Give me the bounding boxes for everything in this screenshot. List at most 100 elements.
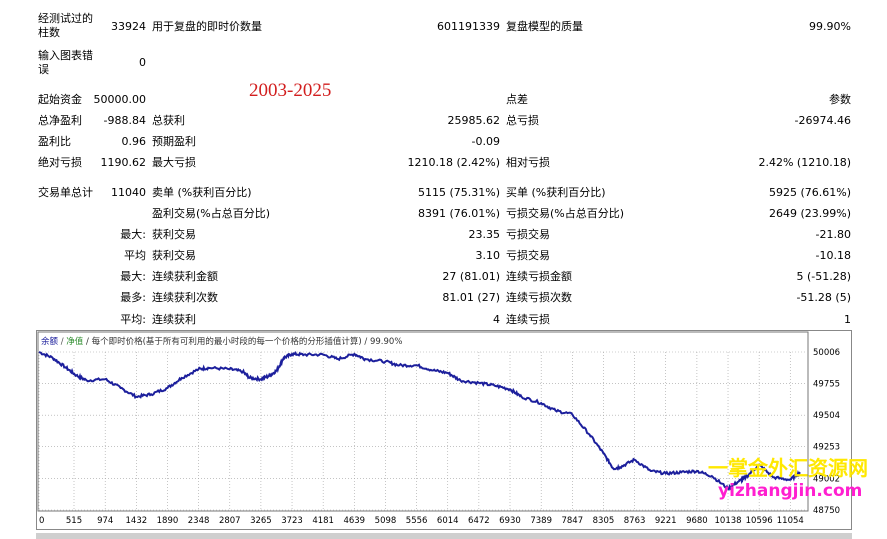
max-consec-wins-label: 连续获利金额 — [152, 270, 218, 283]
average-loss-value: -10.18 — [815, 249, 851, 262]
y-axis-ticks: 50006 49755 49504 49253 49002 48750 — [813, 348, 840, 516]
y-tick-label: 49755 — [813, 380, 840, 390]
profit-factor-value: 0.96 — [121, 135, 147, 148]
x-tick-label: 974 — [97, 516, 113, 526]
gross-loss-value: -26974.46 — [794, 114, 851, 127]
x-tick-label: 9680 — [686, 516, 708, 526]
average-loss-label: 亏损交易 — [506, 249, 550, 262]
rel-drawdown-value: 2.42% (1210.18) — [758, 156, 851, 169]
max-consec-losses-value: 5 (-51.28) — [796, 270, 851, 283]
average-profit-value: 3.10 — [475, 249, 501, 262]
largest-loss-label: 亏损交易 — [506, 228, 550, 241]
expected-payoff-value: -0.09 — [471, 135, 500, 148]
total-trades-value: 11040 — [111, 186, 146, 199]
loss-trades-value: 2649 (23.99%) — [768, 207, 851, 220]
long-trades-label: 买单 (%获利百分比) — [506, 186, 606, 199]
abs-drawdown-value: 1190.62 — [100, 156, 147, 169]
y-tick-label: 48750 — [813, 506, 840, 516]
profit-trades-label: 盈利交易(%占总百分比) — [152, 207, 271, 220]
mismatch-label-2: 误 — [38, 63, 49, 76]
x-tick-label: 0 — [39, 516, 44, 526]
short-trades-label: 卖单 (%获利百分比) — [152, 186, 252, 199]
gross-loss-label: 总亏损 — [506, 114, 539, 127]
bars-tested-label: 经测试过的 — [38, 12, 93, 25]
avg-consec-losses-value: 1 — [844, 313, 851, 326]
long-trades-value: 5925 (76.61%) — [768, 186, 851, 199]
y-tick-label: 49002 — [813, 474, 840, 484]
mismatch-label: 输入图表错 — [38, 49, 93, 62]
max-consec-prefix: 最大: — [120, 270, 146, 283]
largest-profit-label: 获利交易 — [152, 228, 196, 241]
x-tick-label: 9221 — [655, 516, 677, 526]
max-consec-wins-value: 27 (81.01) — [442, 270, 500, 283]
max-consec-losses-label: 连续亏损金额 — [506, 270, 572, 283]
initial-deposit-value: 50000.00 — [93, 93, 147, 106]
x-tick-label: 10596 — [746, 516, 773, 526]
legend-balance: 余额 — [41, 336, 59, 347]
largest-loss-value: -21.80 — [815, 228, 851, 241]
spread-label: 点差 — [506, 93, 528, 106]
maximal-prefix: 最多: — [120, 291, 146, 304]
spread-value: 参数 — [829, 93, 851, 106]
x-tick-label: 7389 — [530, 516, 552, 526]
x-tick-label: 5556 — [406, 516, 428, 526]
x-tick-label: 2348 — [188, 516, 210, 526]
y-tick-label: 49504 — [813, 411, 840, 421]
y-tick-label: 49253 — [813, 443, 840, 453]
y-tick-label: 50006 — [813, 348, 840, 358]
gross-profit-value: 25985.62 — [447, 114, 501, 127]
maximal-losses-label: 连续亏损次数 — [506, 291, 572, 304]
maximal-wins-value: 81.01 (27) — [442, 291, 500, 304]
x-tick-label: 3265 — [250, 516, 272, 526]
average-profit-label: 获利交易 — [152, 249, 196, 262]
balance-series-line — [38, 351, 801, 491]
x-tick-label: 6472 — [468, 516, 490, 526]
x-tick-label: 515 — [66, 516, 82, 526]
avg-consec-wins-label: 连续获利 — [152, 313, 196, 326]
profit-factor-label: 盈利比 — [38, 135, 71, 148]
watermark-url: yizhangjin.com — [718, 481, 863, 501]
chart-scrollbar[interactable] — [36, 533, 852, 539]
chart-grid — [38, 351, 807, 511]
x-tick-label: 4181 — [312, 516, 334, 526]
net-profit-label: 总净盈利 — [38, 114, 82, 127]
plot-area — [37, 331, 809, 512]
balance-chart: 50006 49755 49504 49253 49002 48750 0 515 974 14… — [36, 330, 852, 530]
x-tick-label: 10138 — [715, 516, 742, 526]
avg-consec-wins-value: 4 — [493, 313, 500, 326]
profit-trades-value: 8391 (76.01%) — [417, 207, 500, 220]
x-tick-label: 8763 — [624, 516, 646, 526]
short-trades-value: 5115 (75.31%) — [417, 186, 500, 199]
x-tick-label: 6014 — [437, 516, 459, 526]
avg-consec-losses-label: 连续亏损 — [506, 313, 550, 326]
maximal-losses-value: -51.28 (5) — [796, 291, 851, 304]
expected-payoff-label: 预期盈利 — [152, 135, 196, 148]
net-profit-value: -988.84 — [103, 114, 146, 127]
ticks-value: 601191339 — [437, 20, 500, 33]
maximal-wins-label: 连续获利次数 — [152, 291, 218, 304]
mismatch-value: 0 — [139, 56, 146, 69]
ticks-label: 用于复盘的即时价数量 — [152, 20, 262, 33]
largest-prefix: 最大: — [120, 228, 146, 241]
bars-tested-label-2: 柱数 — [38, 26, 60, 39]
max-drawdown-label: 最大亏损 — [152, 156, 196, 169]
x-tick-label: 1432 — [126, 516, 148, 526]
x-tick-label: 2807 — [219, 516, 241, 526]
gross-profit-label: 总获利 — [152, 114, 185, 127]
avg-consec-prefix: 平均: — [120, 313, 146, 326]
year-range-annotation: 2003-2025 — [249, 80, 332, 101]
x-tick-label: 8305 — [593, 516, 615, 526]
abs-drawdown-label: 绝对亏损 — [38, 156, 82, 169]
total-trades-label: 交易单总计 — [38, 186, 93, 199]
legend-sep: / — [58, 337, 66, 347]
x-tick-label: 6930 — [499, 516, 521, 526]
x-tick-label: 3723 — [281, 516, 303, 526]
rel-drawdown-label: 相对亏损 — [506, 156, 550, 169]
x-tick-label: 7847 — [561, 516, 583, 526]
x-tick-label: 4639 — [343, 516, 365, 526]
max-drawdown-value: 1210.18 (2.42%) — [407, 156, 500, 169]
x-tick-label: 1890 — [157, 516, 179, 526]
bars-tested-value: 33924 — [111, 20, 146, 33]
largest-profit-value: 23.35 — [468, 228, 501, 241]
x-tick-label: 11054 — [777, 516, 804, 526]
